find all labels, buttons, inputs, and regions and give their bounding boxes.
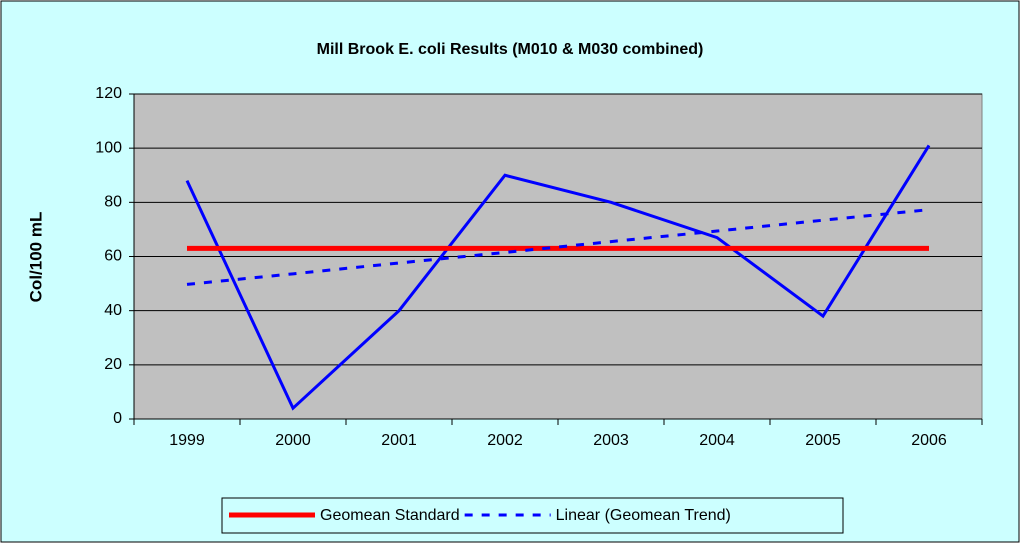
y-tick-label: 40 [104,302,122,319]
legend-label: Geomean Standard [320,507,460,524]
y-axis-title: Col/100 mL [26,212,45,303]
y-tick-label: 120 [95,85,122,102]
x-tick-label: 1999 [169,432,205,449]
legend [221,497,844,534]
y-tick-label: 0 [113,410,122,427]
x-tick-label: 2004 [699,432,735,449]
y-tick-label: 100 [95,139,122,156]
y-tick-label: 20 [104,356,122,373]
x-tick-label: 2002 [487,432,523,449]
x-tick-label: 2001 [381,432,417,449]
x-tick-label: 2003 [593,432,629,449]
legend-label: Linear (Geomean Trend) [556,507,731,524]
y-tick-label: 60 [104,248,122,265]
chart-title: Mill Brook E. coli Results (M010 & M030 … [317,41,704,58]
y-tick-label: 80 [104,194,122,211]
series-line [185,144,931,411]
x-tick-label: 2005 [805,432,841,449]
series-line [186,208,930,286]
x-tick-label: 2006 [911,432,947,449]
x-tick-label: 2000 [275,432,311,449]
